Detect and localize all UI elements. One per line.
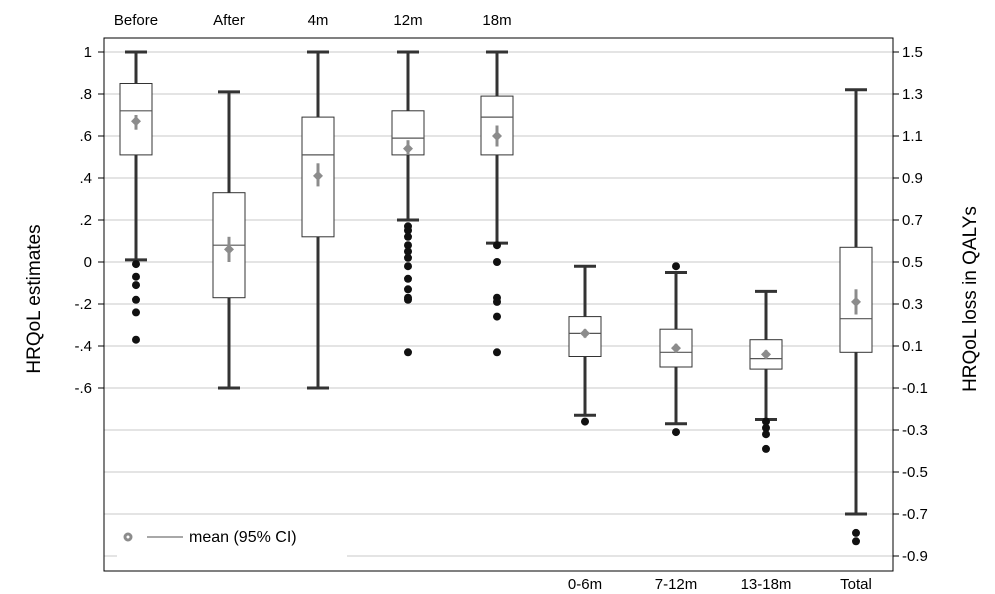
outlier-point	[404, 241, 412, 250]
category-label: After	[213, 12, 245, 29]
mean-marker	[131, 116, 141, 127]
legend: mean (95% CI)	[117, 517, 347, 559]
y-axis-label-right: HRQoL loss in QALYs	[960, 206, 981, 392]
right-axis: 1.5 1.3 1.1 0.9 0.7 0.5 0.3 0.1 -0.1 -0.3 -0.5 -0.7…	[893, 44, 928, 565]
right-tick-label: -0.7	[902, 506, 928, 523]
left-axis: 1 .8 .6 .4 .2 0 -.2 -.4 -.6	[74, 44, 104, 397]
outlier-point	[132, 260, 140, 269]
outlier-point	[132, 335, 140, 344]
right-tick-label: 0.1	[902, 338, 923, 355]
left-tick-label: .6	[79, 128, 92, 145]
box-group-7-12m	[659, 262, 693, 437]
outlier-point	[493, 258, 501, 266]
left-tick-label: -.4	[74, 338, 92, 355]
outlier-point	[132, 281, 140, 290]
category-label: 12m	[393, 12, 422, 29]
left-tick-label: .2	[79, 212, 92, 229]
box-groups	[119, 50, 873, 546]
box-group-0-6m	[568, 264, 602, 426]
outlier-point	[762, 444, 770, 453]
box-group-13-18m	[749, 289, 783, 453]
right-tick-label: 1.1	[902, 128, 923, 145]
category-labels: Before After 4m 12m 18m 0-6m 7-12m 13-18m Total	[114, 12, 872, 593]
outlier-point	[762, 430, 770, 439]
right-tick-label: -0.1	[902, 380, 928, 397]
left-tick-label: -.2	[74, 296, 92, 313]
category-label: Before	[114, 12, 158, 29]
y-axis-label-left: HRQoL estimates	[24, 224, 45, 373]
outlier-point	[404, 348, 412, 357]
right-tick-label: 0.3	[902, 296, 923, 313]
outlier-point	[404, 247, 412, 256]
outlier-point	[404, 262, 412, 271]
outlier-point	[672, 262, 680, 271]
left-tick-label: -.6	[74, 380, 92, 397]
mean-marker	[580, 328, 590, 339]
box-group-18m	[480, 50, 514, 357]
outlier-point	[404, 295, 412, 304]
box-group-12m	[391, 50, 425, 357]
outlier-point	[404, 253, 412, 262]
box-iqr	[659, 328, 693, 368]
right-tick-label: 1.5	[902, 44, 923, 61]
right-tick-label: 0.5	[902, 254, 923, 271]
outlier-point	[132, 308, 140, 317]
outlier-point	[493, 312, 501, 321]
category-label: 7-12m	[655, 576, 698, 593]
outlier-point	[404, 226, 412, 235]
right-tick-label: -0.3	[902, 422, 928, 439]
box-group-total	[839, 88, 873, 546]
left-tick-label: .4	[79, 170, 92, 187]
legend-background	[117, 517, 347, 559]
outlier-point	[404, 232, 412, 241]
outlier-point	[762, 417, 770, 426]
outlier-point	[404, 274, 412, 283]
right-tick-label: 0.7	[902, 212, 923, 229]
mean-marker	[761, 349, 771, 360]
category-label: 0-6m	[568, 576, 602, 593]
outlier-point	[132, 272, 140, 281]
box-group-before	[119, 50, 153, 344]
outlier-point	[581, 417, 589, 426]
category-label: 4m	[308, 12, 329, 29]
outlier-point	[132, 295, 140, 304]
left-tick-label: 0	[84, 254, 92, 271]
outlier-point	[852, 528, 860, 537]
legend-mean-marker	[123, 532, 133, 542]
outlier-point	[672, 428, 680, 437]
legend-label: mean (95% CI)	[189, 529, 297, 546]
box-group-after	[212, 90, 246, 390]
outlier-point	[493, 348, 501, 357]
mean-marker	[671, 343, 681, 354]
left-tick-label: 1	[84, 44, 92, 61]
right-tick-label: -0.9	[902, 548, 928, 565]
category-label: Total	[840, 576, 872, 593]
mean-marker	[492, 131, 502, 141]
right-tick-label: -0.5	[902, 464, 928, 481]
mean-marker	[851, 296, 861, 307]
right-tick-label: 0.9	[902, 170, 923, 187]
mean-marker	[313, 170, 323, 181]
left-tick-label: .8	[79, 86, 92, 103]
category-label: 18m	[482, 12, 511, 29]
outlier-point	[493, 297, 501, 306]
right-tick-label: 1.3	[902, 86, 923, 103]
category-label: 13-18m	[741, 576, 792, 593]
outlier-point	[852, 537, 860, 546]
mean-marker	[403, 143, 413, 154]
outlier-point	[493, 241, 501, 250]
mean-marker	[224, 244, 234, 255]
box-group-4m	[301, 50, 335, 390]
outlier-point	[404, 285, 412, 294]
outlier-point	[762, 423, 770, 432]
